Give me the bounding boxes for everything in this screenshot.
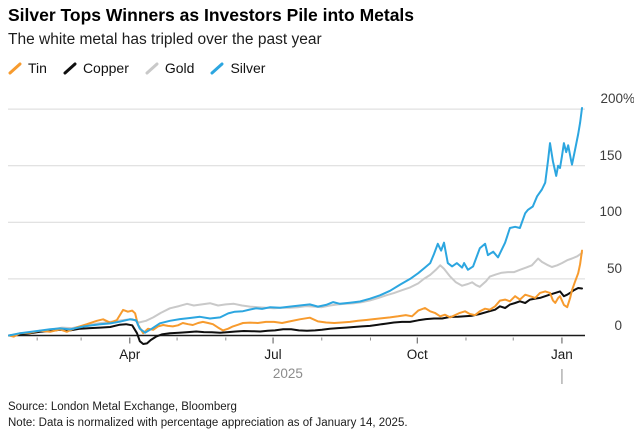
copper-line — [8, 287, 583, 345]
y-axis-label: 200% — [600, 91, 634, 107]
chart-footer: Source: London Metal Exchange, Bloomberg… — [8, 400, 408, 431]
year-label: 2025 — [272, 366, 303, 381]
y-axis-label: 150 — [599, 147, 622, 163]
tin-line — [8, 249, 583, 338]
legend-item-copper: Copper — [63, 60, 129, 76]
slash-icon — [145, 62, 159, 74]
x-axis-label: Apr — [119, 347, 141, 362]
legend-item-tin: Tin — [8, 60, 47, 76]
page-title: Silver Tops Winners as Investors Pile in… — [8, 5, 415, 25]
x-axis-label: Jul — [264, 347, 282, 362]
legend-label-copper: Copper — [82, 60, 129, 76]
slash-icon — [63, 62, 77, 74]
legend-label-gold: Gold — [164, 60, 195, 76]
gold-line — [8, 251, 583, 337]
legend-item-gold: Gold — [145, 60, 195, 76]
note-text: Note: Data is normalized with percentage… — [8, 416, 408, 429]
y-axis-label: 0 — [614, 317, 622, 333]
y-axis-label: 100 — [599, 204, 622, 220]
legend-label-tin: Tin — [28, 60, 47, 76]
source-text: Source: London Metal Exchange, Bloomberg — [8, 401, 237, 413]
chart-subtitle: The white metal has tripled over the pas… — [8, 31, 322, 48]
slash-icon — [210, 62, 224, 74]
legend-item-silver: Silver — [210, 60, 265, 76]
slash-icon — [8, 62, 22, 74]
chart-legend: Tin Copper Gold Silver — [8, 60, 265, 76]
legend-label-silver: Silver — [230, 60, 266, 76]
y-axis-label: 50 — [606, 260, 622, 276]
silver-line — [8, 107, 583, 337]
x-axis-label: Jan — [551, 347, 573, 362]
x-axis-label: Oct — [406, 347, 428, 362]
